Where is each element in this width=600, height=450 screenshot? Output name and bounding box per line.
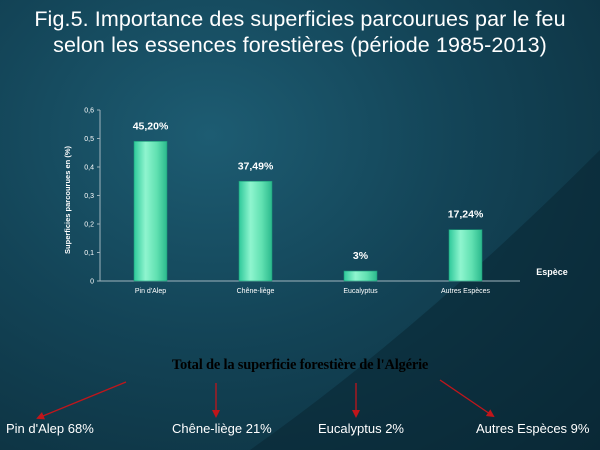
x-tick-label: Pin d'Alep (135, 288, 166, 295)
bottom-label-pin-alep: Pin d'Alep 68% (6, 421, 94, 436)
bottom-label-autres-especes: Autres Espèces 9% (476, 421, 590, 436)
y-tick-label: 0,6 (84, 108, 94, 115)
y-tick-label: 0,3 (84, 193, 94, 200)
y-tick-label: 0,4 (84, 165, 94, 172)
bottom-label-chene-liege: Chêne-liège 21% (172, 421, 272, 436)
title-line-2: selon les essences forestières (période … (53, 33, 547, 57)
x-axis-label: Espèce (536, 267, 568, 277)
y-tick-label: 0,2 (84, 222, 94, 229)
y-tick-label: 0 (90, 279, 94, 286)
x-tick-label: Autres Espèces (441, 288, 491, 295)
data-label: 37,49% (238, 160, 274, 172)
data-label: 17,24% (448, 209, 484, 221)
bar (448, 229, 483, 282)
y-tick-label: 0,1 (84, 250, 94, 257)
bar (133, 141, 168, 282)
total-forest-area-title: Total de la superficie forestière de l'A… (171, 357, 429, 373)
x-tick-label: Chêne-liège (237, 288, 275, 295)
data-label: 3% (353, 250, 369, 262)
bar (238, 180, 273, 282)
x-tick-label: Eucalyptus (343, 288, 378, 295)
figure-title: Fig.5. Importance des superficies parcou… (0, 6, 600, 58)
data-label: 45,20% (133, 120, 169, 132)
title-line-1: Fig.5. Importance des superficies parcou… (34, 7, 566, 31)
y-axis-label: Superficies parcourues en (%) (63, 146, 72, 254)
bottom-label-eucalyptus: Eucalyptus 2% (318, 421, 404, 436)
y-tick-label: 0,5 (84, 136, 94, 143)
bar (343, 270, 378, 282)
